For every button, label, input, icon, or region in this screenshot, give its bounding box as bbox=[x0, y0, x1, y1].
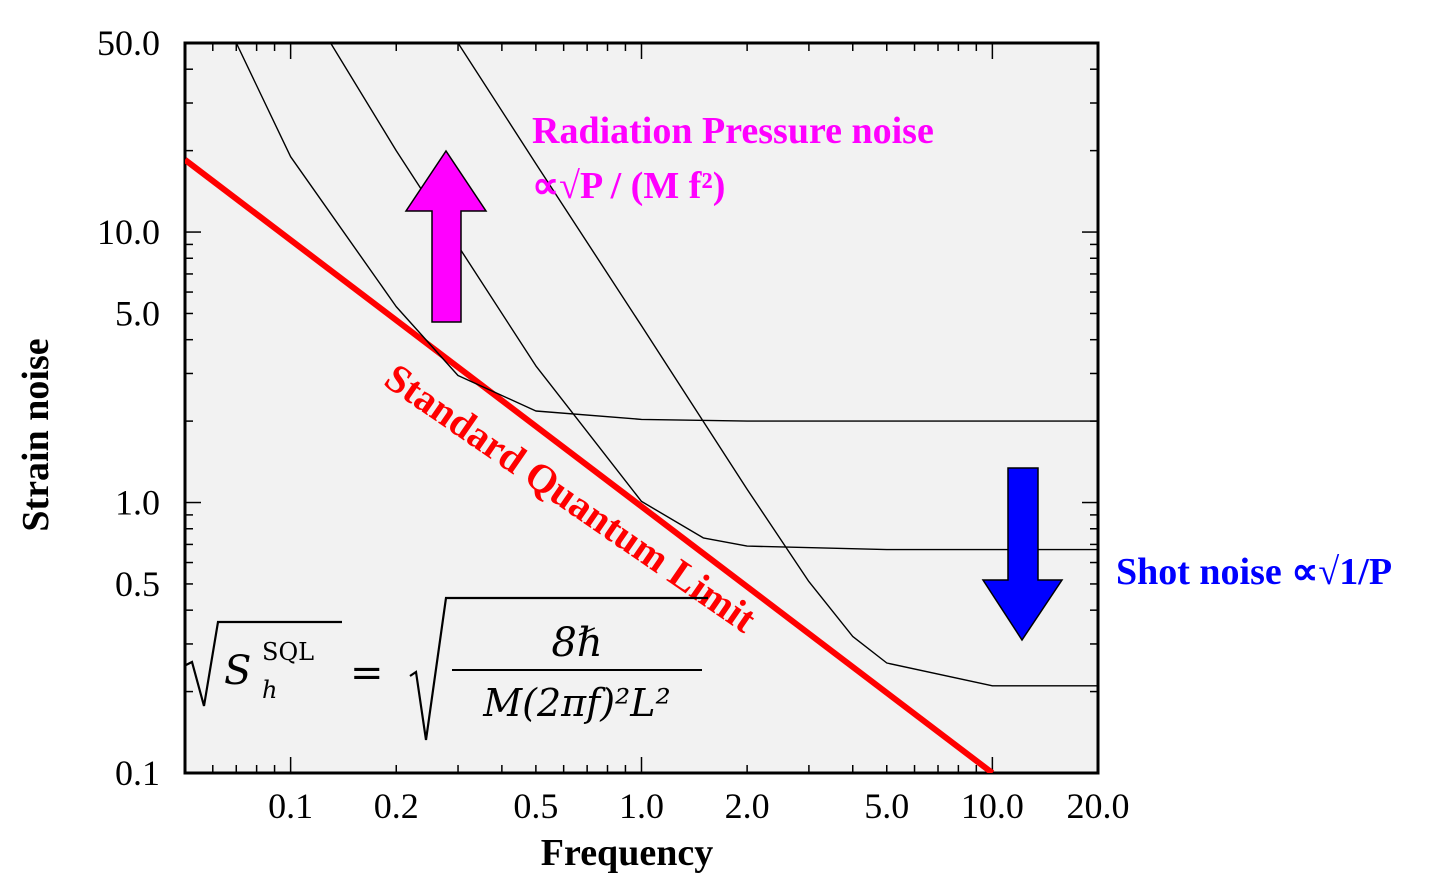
noise-curve-1 bbox=[235, 43, 1098, 422]
x-axis-title: Frequency bbox=[541, 832, 713, 874]
sql-line bbox=[185, 157, 995, 773]
x-tick-label: 10.0 bbox=[961, 786, 1024, 826]
plot-area bbox=[183, 41, 1100, 775]
x-tick-label: 20.0 bbox=[1067, 786, 1130, 826]
formula-denominator: M(2πf)²L² bbox=[482, 681, 670, 725]
x-tick-label: 5.0 bbox=[864, 786, 909, 826]
y-axis-title: Strain noise bbox=[15, 338, 57, 531]
y-ticks: 0.1 0.5 1.0 5.0 10.0 50.0 bbox=[97, 23, 1098, 793]
formula-h-subscript: h bbox=[262, 676, 277, 704]
radiation-pressure-up-arrow bbox=[404, 149, 488, 323]
y-tick-label: 1.0 bbox=[115, 483, 160, 523]
shot-noise-down-arrow bbox=[981, 467, 1064, 642]
shot-noise-label: Shot noise ∝√1/P bbox=[1116, 551, 1392, 593]
x-tick-label: 0.2 bbox=[374, 786, 419, 826]
x-tick-label: 2.0 bbox=[725, 786, 770, 826]
x-tick-label: 0.5 bbox=[513, 786, 558, 826]
y-tick-label: 50.0 bbox=[97, 23, 160, 63]
y-tick-label: 10.0 bbox=[97, 212, 160, 252]
y-tick-label: 5.0 bbox=[115, 293, 160, 333]
sql-formula: S SQL h = 8ℏ M(2πf)²L² bbox=[185, 596, 708, 741]
y-tick-label: 0.1 bbox=[115, 753, 160, 793]
x-tick-label: 0.1 bbox=[268, 786, 313, 826]
formula-numerator: 8ℏ bbox=[551, 620, 602, 666]
y-tick-label: 0.5 bbox=[115, 564, 160, 604]
radiation-pressure-label: Radiation Pressure noise bbox=[532, 110, 934, 152]
radiation-pressure-formula: ∝√P / (M f²) bbox=[532, 165, 725, 207]
formula-sql-superscript: SQL bbox=[262, 638, 314, 666]
x-ticks: 0.1 0.2 0.5 1.0 2.0 5.0 10.0 20.0 bbox=[184, 43, 1130, 826]
formula-equals: = bbox=[350, 650, 384, 696]
noise-curve-3 bbox=[457, 43, 1098, 687]
formula-S: S bbox=[224, 648, 251, 694]
x-tick-label: 1.0 bbox=[619, 786, 664, 826]
